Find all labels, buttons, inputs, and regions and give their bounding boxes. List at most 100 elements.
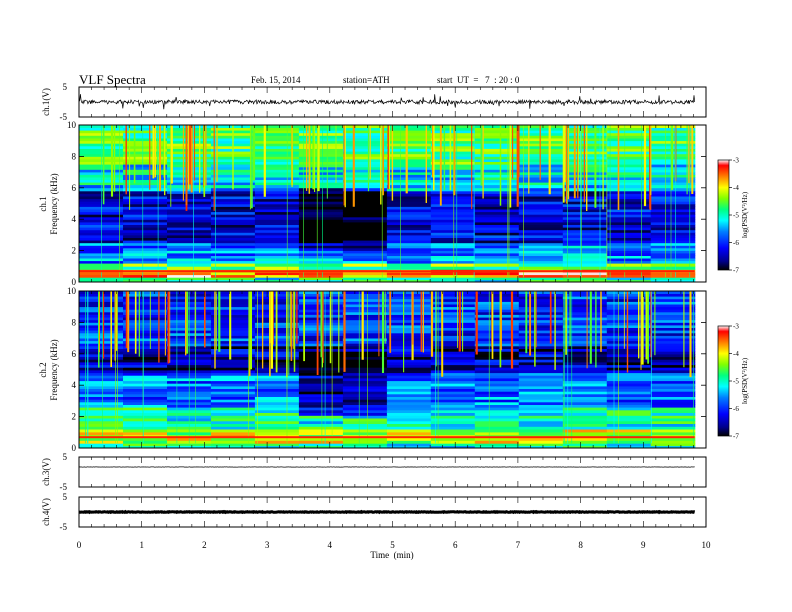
spectrogram-cell bbox=[562, 409, 608, 413]
spectrogram-cell bbox=[474, 383, 520, 387]
spectrogram-cell bbox=[123, 130, 168, 134]
spectrogram-cell bbox=[386, 203, 432, 207]
spectrogram-cell bbox=[650, 391, 696, 395]
spectrogram-cell bbox=[650, 193, 696, 197]
spectrogram-cell bbox=[474, 330, 520, 334]
spectrogram-cell bbox=[606, 291, 652, 294]
spectrogram-cell bbox=[123, 260, 168, 264]
spectrogram-cell bbox=[430, 404, 476, 408]
spectrogram-cell bbox=[342, 409, 388, 413]
spectrogram-cell bbox=[342, 235, 388, 238]
spectrogram-cell bbox=[430, 418, 476, 422]
spectrogram-cell bbox=[606, 399, 652, 403]
time-tick-label: 0 bbox=[77, 540, 82, 550]
ch1-colorbar-ticks: -3 -4 -5 -6 -7 bbox=[729, 157, 739, 275]
spectrogram-cell bbox=[606, 437, 652, 441]
spectrogram-cell bbox=[298, 362, 344, 366]
spectrogram-cell bbox=[606, 198, 652, 202]
spectrogram-cell bbox=[518, 232, 564, 236]
spectrogram-cell bbox=[210, 409, 256, 413]
low-frequency-band bbox=[79, 270, 695, 273]
spectrogram-cell bbox=[342, 338, 388, 342]
spectrogram-cell bbox=[123, 279, 168, 283]
spectrogram-cell bbox=[474, 145, 520, 149]
spectrogram-cell bbox=[167, 206, 212, 210]
spectrogram-cell bbox=[123, 309, 168, 313]
spectrogram-cell bbox=[606, 143, 652, 147]
spectrogram-cell bbox=[430, 388, 476, 392]
spectrogram-cell bbox=[123, 125, 168, 128]
spectrogram-cell bbox=[518, 418, 564, 422]
spectrogram-cell bbox=[474, 201, 520, 205]
spectrogram-cell bbox=[430, 184, 476, 189]
spectrogram-cell bbox=[430, 140, 476, 144]
spectrogram-cell bbox=[650, 235, 696, 238]
spectrogram-cell bbox=[650, 415, 696, 419]
spectrogram-cell bbox=[430, 127, 476, 131]
spectrogram-cell bbox=[210, 274, 256, 278]
spectrogram-cell bbox=[474, 301, 520, 305]
spectrogram-cell bbox=[254, 125, 300, 128]
spectrogram-cell bbox=[123, 151, 168, 155]
spectrogram-cell bbox=[123, 325, 168, 328]
spectrogram-cell bbox=[562, 272, 608, 276]
spectrogram-cell bbox=[606, 311, 652, 315]
spectrogram-cell bbox=[298, 437, 344, 441]
spectrogram-cell bbox=[650, 383, 696, 387]
spectrogram-cell bbox=[430, 378, 476, 382]
spectrogram-cell bbox=[254, 169, 300, 173]
spectrogram-cell bbox=[167, 245, 212, 249]
spectrogram-cell bbox=[123, 214, 168, 218]
spectrogram-cell bbox=[474, 304, 520, 308]
spectrogram-cell bbox=[474, 140, 520, 144]
spectrogram-cell bbox=[518, 325, 564, 328]
spectrogram-cell bbox=[79, 291, 124, 294]
ch1-spectrogram-label: ch.1 bbox=[38, 196, 48, 211]
spectrogram-cell bbox=[518, 304, 564, 308]
spectrogram-cell bbox=[79, 364, 124, 368]
spectrogram-cell bbox=[430, 391, 476, 395]
spectrogram-cell bbox=[518, 420, 564, 424]
spectrogram-cell bbox=[650, 229, 696, 233]
spectrogram-cell bbox=[342, 301, 388, 305]
spectrogram-cell bbox=[298, 138, 344, 142]
spectrogram-cell bbox=[79, 330, 124, 334]
spectrogram-cell bbox=[79, 348, 124, 352]
spectrogram-cell bbox=[210, 229, 256, 233]
spectrogram-cell bbox=[254, 206, 300, 210]
spectrogram-cell bbox=[650, 250, 696, 254]
spectrogram-cell bbox=[562, 232, 608, 236]
spectrogram-cell bbox=[562, 177, 608, 180]
spectrogram-cell bbox=[386, 182, 432, 186]
spectrogram-cell bbox=[606, 356, 652, 360]
spectrogram-cell bbox=[210, 378, 256, 382]
spectrogram-cell bbox=[123, 330, 168, 334]
spectrogram-cell bbox=[298, 184, 344, 189]
spectrogram-cell bbox=[298, 214, 344, 218]
spectrogram-cell bbox=[474, 418, 520, 422]
spectrogram-cell bbox=[386, 340, 432, 344]
spectrogram-cell bbox=[298, 375, 344, 379]
spectrogram-cell bbox=[474, 193, 520, 197]
spectrogram-cell bbox=[650, 309, 696, 313]
spectrogram-cell bbox=[342, 132, 388, 136]
spectrogram-cell bbox=[298, 385, 344, 389]
spectrogram-cell bbox=[254, 227, 300, 231]
spectrogram-cell bbox=[123, 432, 168, 436]
spectrogram-cell bbox=[342, 255, 388, 259]
spectrogram-cell bbox=[210, 291, 256, 294]
spectrogram-cell bbox=[474, 437, 520, 441]
spectrogram-cell bbox=[474, 345, 520, 349]
spectrogram-cell bbox=[210, 332, 256, 336]
spectrogram-cell bbox=[342, 153, 388, 157]
spectrogram-cell bbox=[342, 330, 388, 334]
spectrogram-cell bbox=[562, 304, 608, 308]
spectrogram-cell bbox=[254, 132, 300, 136]
spectrogram-cell bbox=[123, 401, 168, 405]
spectrogram-cell bbox=[342, 263, 388, 267]
spectrogram-cell bbox=[342, 420, 388, 424]
spectrogram-cell bbox=[430, 193, 476, 197]
spectrogram-cell bbox=[386, 354, 432, 358]
spectrogram-cell bbox=[474, 156, 520, 160]
spectrogram-cell bbox=[254, 385, 300, 389]
